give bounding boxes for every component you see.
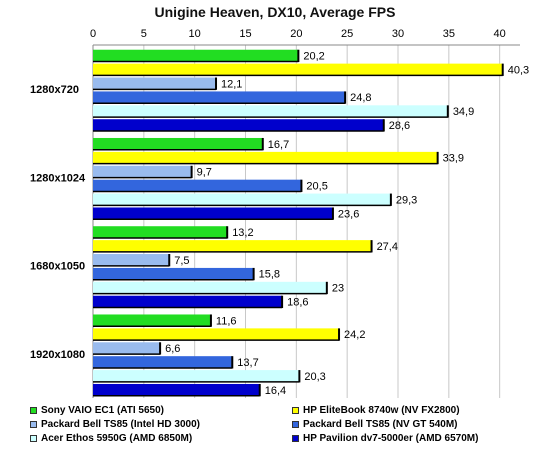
data-label: 12,1 [221,78,242,90]
data-label: 20,5 [306,180,327,192]
legend-item: Packard Bell TS85 (Intel HD 3000) [30,418,292,431]
x-tick-label: 0 [90,28,96,40]
legend-item: Sony VAIO EC1 (ATI 5650) [30,404,292,417]
x-tick-label: 35 [443,28,455,40]
data-label: 24,2 [344,329,365,341]
data-label: 13,7 [237,357,258,369]
bar [93,137,263,150]
bar [93,254,170,266]
data-label: 33,9 [443,153,464,165]
bar [93,165,192,178]
legend-swatch [292,435,299,442]
x-tick-label: 25 [341,28,353,40]
legend-label: Acer Ethos 5950G (AMD 6850M) [41,433,193,444]
x-tick-label: 20 [290,28,302,40]
bar [93,295,283,308]
bar [93,49,299,62]
legend-item: Packard Bell TS85 (NV GT 540M) [292,418,540,431]
legend-swatch [30,421,37,428]
bar [93,267,254,280]
bar [93,77,217,89]
x-tick-label: 5 [141,28,147,40]
data-label: 9,7 [197,167,212,179]
bar [93,370,300,382]
legend-item: HP Pavilion dv7-5000er (AMD 6570M) [292,432,540,445]
bar [93,226,228,238]
legend-label: Sony VAIO EC1 (ATI 5650) [41,405,164,416]
bar [93,240,372,252]
data-label: 20,3 [304,371,325,383]
bar [93,63,503,75]
legend-swatch [30,435,37,442]
data-label: 11,6 [216,315,237,327]
data-label: 13,2 [232,227,253,239]
bar [93,342,161,354]
bar [93,119,384,131]
data-label: 23,6 [338,208,359,220]
data-label: 24,8 [350,92,371,104]
data-label: 34,9 [453,106,474,118]
legend-item: Acer Ethos 5950G (AMD 6850M) [30,432,292,445]
legend-label: HP Pavilion dv7-5000er (AMD 6570M) [303,433,479,444]
bar [93,383,260,396]
data-label: 28,6 [389,120,410,132]
bar [93,356,233,368]
data-label: 20,2 [303,51,324,63]
data-label: 15,8 [259,269,280,281]
bar [93,207,333,219]
data-label: 7,5 [174,255,189,267]
data-label: 6,6 [165,343,180,355]
bar [93,314,211,326]
x-tick-label: 15 [239,28,251,40]
data-label: 29,3 [396,194,417,206]
x-tick-label: 10 [189,28,201,40]
legend-label: HP EliteBook 8740w (NV FX2800) [303,405,460,416]
data-label: 18,6 [287,297,308,309]
legend-label: Packard Bell TS85 (NV GT 540M) [303,419,458,430]
x-tick-label: 40 [494,28,506,40]
legend: Sony VAIO EC1 (ATI 5650) HP EliteBook 874… [30,404,540,445]
legend-swatch [292,421,299,428]
x-tick-label: 30 [392,28,404,40]
data-label: 23 [332,283,344,295]
legend-label: Packard Bell TS85 (Intel HD 3000) [41,419,200,430]
category-label: 1280x720 [30,84,79,96]
bar [93,281,327,294]
data-label: 27,4 [377,241,398,253]
legend-swatch [30,407,37,414]
legend-swatch [292,407,299,414]
data-label: 16,7 [268,139,289,151]
data-label: 40,3 [508,64,529,76]
legend-item: HP EliteBook 8740w (NV FX2800) [292,404,540,417]
bar [93,328,340,340]
category-label: 1680x1050 [30,261,85,273]
bar [93,105,448,117]
chart-title: Unigine Heaven, DX10, Average FPS [154,4,396,20]
bar [93,179,302,191]
bar [93,91,346,103]
category-label: 1920x1080 [30,349,85,361]
plot-area: 0 5 10 15 20 25 30 35 40 1280x720 20,2 40,3 12,1 24,8… [30,28,529,398]
bar [93,151,438,164]
bar [93,193,391,205]
category-label: 1280x1024 [30,172,86,184]
data-label: 16,4 [265,385,286,397]
